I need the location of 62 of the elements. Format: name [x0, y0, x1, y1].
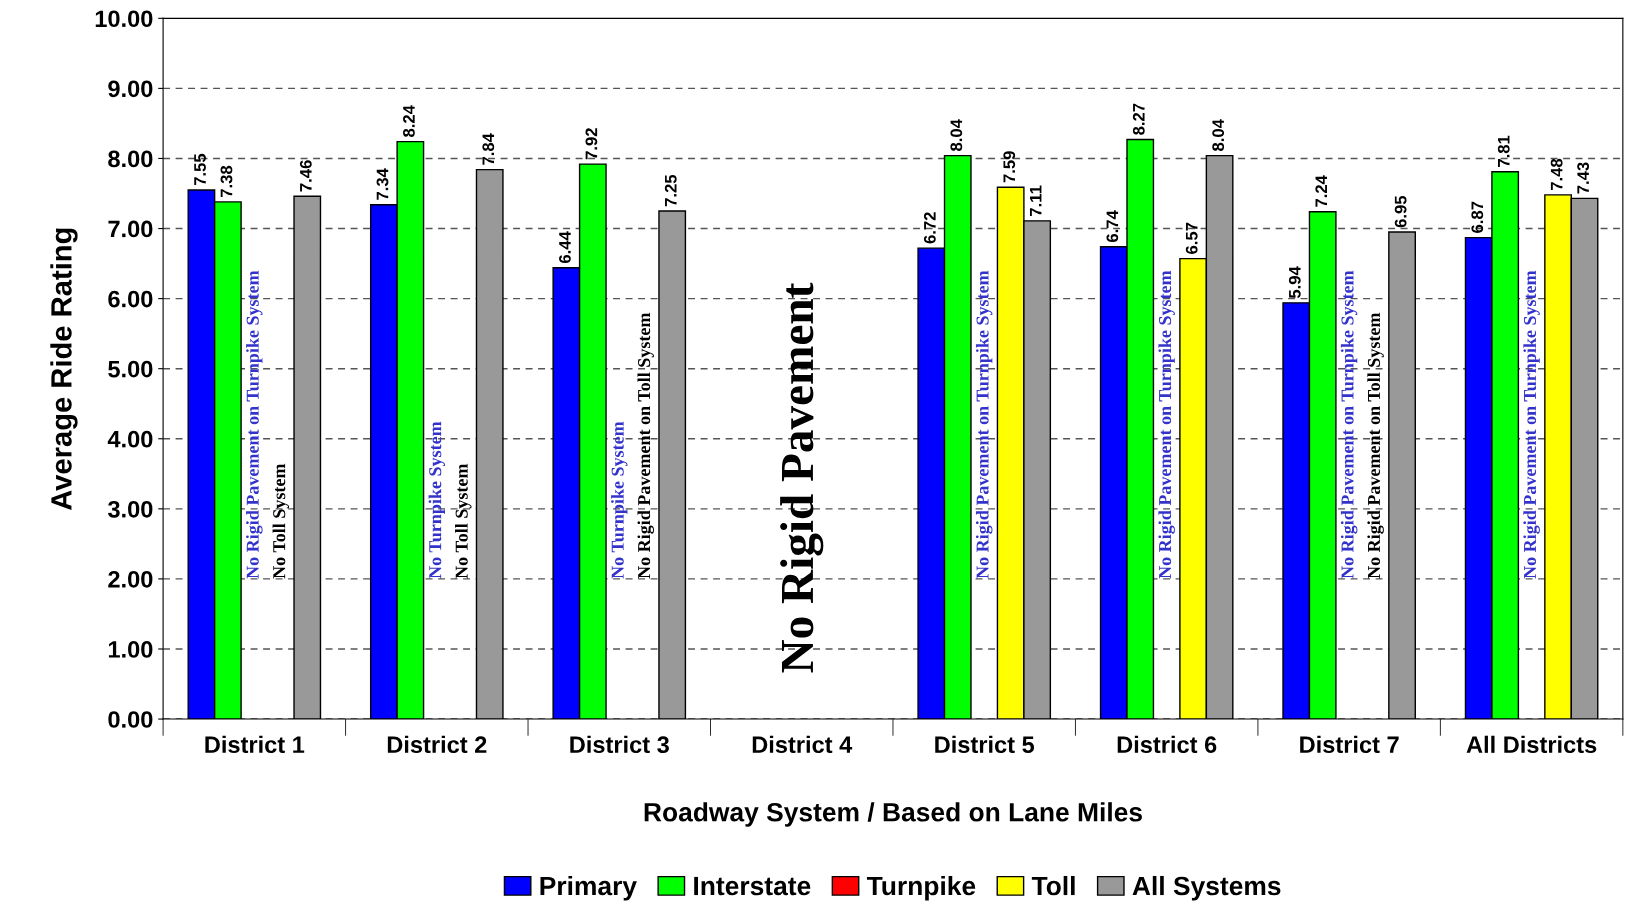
y-tick-label: 1.00 — [108, 641, 153, 658]
y-tick-label: 6.00 — [108, 290, 153, 308]
data-label: 7.84 — [482, 133, 495, 165]
annotation: No Rigid Pavement on Turnpike System — [246, 270, 263, 579]
annotation: No Rigid Pavement on Turnpike System — [1158, 270, 1175, 579]
data-label: 8.04 — [1212, 119, 1225, 151]
annotation: No Toll System — [272, 463, 289, 579]
data-label: 7.24 — [1315, 175, 1327, 207]
x-tick-label: District 3 — [570, 735, 669, 754]
annotation: No Rigid Pavement on Turnpike System — [1523, 270, 1540, 579]
data-label: 8.04 — [950, 119, 963, 151]
y-tick-label: 10.00 — [95, 10, 153, 28]
data-label: 6.57 — [1185, 222, 1198, 254]
data-label: 5.94 — [1288, 266, 1301, 299]
data-label: 7.25 — [664, 174, 677, 207]
legend-label: Primary — [540, 875, 637, 901]
data-label: 7.92 — [585, 128, 598, 160]
data-label: 7.59 — [1003, 151, 1016, 183]
y-axis-title: Average Ride Rating — [50, 228, 78, 511]
data-label: 7.11 — [1029, 185, 1042, 216]
y-tick-label: 9.00 — [108, 80, 153, 98]
y-tick-label: 2.00 — [108, 570, 153, 588]
annotation: No Rigid Pavement — [780, 282, 824, 673]
annotation: No Turnpike System — [611, 421, 628, 579]
data-label: 7.38 — [220, 165, 233, 198]
annotation: No Toll System — [455, 463, 472, 579]
data-label: 8.27 — [1132, 103, 1145, 135]
data-label: 7.46 — [299, 160, 312, 192]
y-tick-label: 8.00 — [108, 150, 153, 168]
y-tick-label: 3.00 — [107, 500, 153, 518]
x-tick-label: District 5 — [935, 735, 1035, 754]
x-tick-label: District 2 — [387, 735, 487, 754]
x-tick-label: District 1 — [205, 735, 305, 754]
x-axis-title: Roadway System / Based on Lane Miles — [644, 802, 1142, 827]
data-label: 6.72 — [923, 212, 936, 244]
data-label: 7.48 — [1550, 158, 1563, 191]
legend-label: Turnpike — [866, 875, 976, 901]
legend-label: All Systems — [1132, 875, 1281, 901]
x-tick-label: District 7 — [1300, 735, 1399, 754]
data-label: 6.95 — [1394, 195, 1407, 228]
y-tick-label: 7.00 — [108, 220, 153, 238]
annotation: No Turnpike System — [428, 421, 446, 579]
data-label: 8.24 — [403, 105, 415, 137]
x-tick-label: All Districts — [1466, 735, 1597, 754]
data-label: 6.44 — [559, 231, 571, 264]
data-label: 7.43 — [1577, 162, 1590, 194]
legend-label: Toll — [1031, 875, 1075, 896]
data-label: 6.87 — [1471, 201, 1484, 233]
annotation: No Rigid Pavement on Toll System — [637, 312, 654, 579]
data-label: 7.55 — [194, 153, 206, 186]
data-label: 7.81 — [1497, 135, 1510, 167]
data-label: 6.74 — [1106, 210, 1119, 242]
annotation: No Rigid Pavement on Toll System — [1367, 312, 1384, 579]
legend-label: Interstate — [694, 876, 811, 896]
annotation: No Rigid Pavement on Turnpike System — [975, 270, 993, 579]
y-tick-label: 0.00 — [108, 711, 153, 728]
annotation: No Rigid Pavement on Turnpike System — [1340, 270, 1358, 579]
data-label: 7.34 — [376, 168, 389, 200]
x-tick-label: District 6 — [1117, 735, 1217, 754]
x-tick-label: District 4 — [752, 735, 853, 754]
y-tick-label: 5.00 — [108, 360, 153, 378]
y-tick-label: 4.00 — [107, 430, 153, 448]
